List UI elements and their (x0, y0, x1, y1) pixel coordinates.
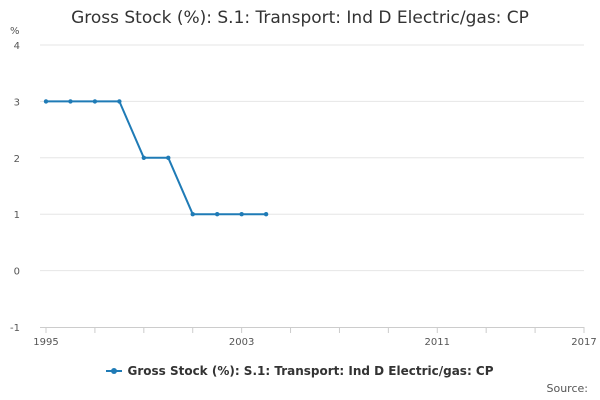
y-tick-label: 3 (14, 97, 20, 108)
y-tick-label: 1 (14, 210, 20, 221)
x-tick-label: 2003 (229, 337, 254, 348)
data-point[interactable] (117, 99, 122, 104)
y-tick-label: 4 (14, 41, 20, 52)
x-tick-label: 2011 (425, 337, 450, 348)
legend-label: Gross Stock (%): S.1: Transport: Ind D E… (127, 364, 494, 378)
y-tick-label: -1 (10, 323, 20, 334)
legend-line-marker-icon (106, 365, 123, 377)
y-axis: -1 0 1 2 3 4 (10, 41, 20, 334)
data-point[interactable] (166, 155, 171, 160)
data-point[interactable] (214, 212, 220, 217)
legend[interactable]: Gross Stock (%): S.1: Transport: Ind D E… (0, 364, 600, 378)
x-axis-labels: 1995 2003 2011 2017 (33, 337, 596, 348)
chart-title: Gross Stock (%): S.1: Transport: Ind D E… (71, 8, 529, 28)
x-axis (40, 327, 585, 333)
gridlines (40, 44, 584, 272)
x-tick-label: 2017 (571, 337, 596, 348)
y-tick-label: 2 (14, 154, 20, 165)
y-axis-unit: % (10, 26, 20, 37)
source-label: Source: (546, 382, 589, 395)
data-point[interactable] (43, 99, 49, 104)
data-point[interactable] (239, 212, 244, 217)
data-point[interactable] (190, 212, 195, 217)
y-tick-label: 0 (14, 267, 20, 278)
data-point[interactable] (92, 99, 98, 104)
x-tick-label: 1995 (33, 337, 58, 348)
data-point[interactable] (68, 99, 73, 104)
series-layer (43, 99, 269, 217)
series-line (46, 100, 267, 216)
data-point[interactable] (263, 212, 269, 217)
data-point[interactable] (141, 155, 147, 160)
